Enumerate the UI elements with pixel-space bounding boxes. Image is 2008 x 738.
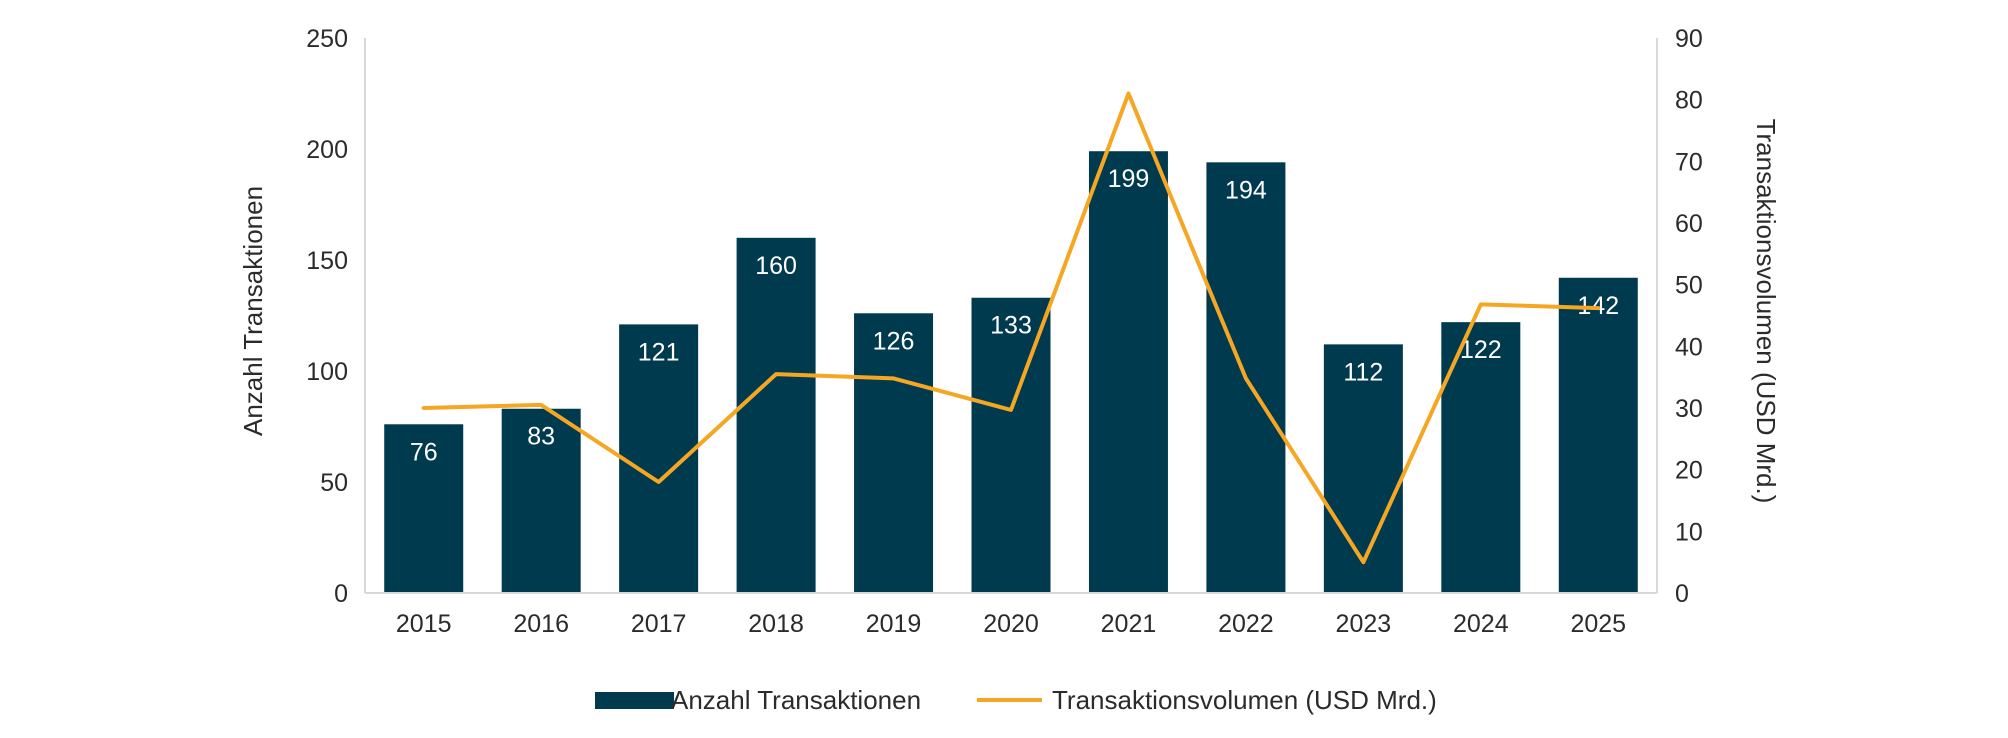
bar-label-2016: 83	[527, 423, 555, 451]
x-tick-label: 2025	[1570, 610, 1626, 638]
left-tick-label: 200	[306, 136, 348, 164]
bar-2015	[384, 424, 464, 593]
bar-label-2019: 126	[873, 327, 915, 355]
ticks-layer: 0 50 100 150 200 250 0 10 20 30 40 50 60 70 80 90 2015 20…	[306, 25, 1703, 638]
right-tick-label: 20	[1675, 457, 1703, 485]
right-tick-label: 50	[1675, 272, 1703, 300]
x-tick-label: 2022	[1218, 610, 1274, 638]
bar-label-2018: 160	[755, 252, 797, 280]
bar-2020	[971, 297, 1051, 593]
right-tick-label: 0	[1675, 580, 1689, 608]
x-tick-label: 2016	[513, 610, 569, 638]
bar-label-2024: 122	[1460, 336, 1502, 364]
right-tick-label: 10	[1675, 518, 1703, 546]
bar-label-2022: 194	[1225, 176, 1267, 204]
x-tick-label: 2021	[1101, 610, 1157, 638]
bar-2024	[1441, 322, 1521, 593]
axes-layer	[364, 38, 1658, 594]
bar-2023	[1323, 344, 1403, 593]
x-tick-label: 2023	[1336, 610, 1392, 638]
bar-label-2017: 121	[638, 338, 680, 366]
bar-2019	[854, 313, 934, 593]
x-tick-label: 2024	[1453, 610, 1509, 638]
line-layer	[421, 91, 1601, 565]
bar-2021	[1088, 151, 1168, 593]
right-tick-label: 90	[1675, 25, 1703, 53]
bar-label-2021: 199	[1108, 165, 1150, 193]
left-tick-label: 0	[334, 580, 348, 608]
left-tick-label: 250	[306, 25, 348, 53]
bar-label-2015: 76	[410, 438, 438, 466]
left-tick-label: 150	[306, 247, 348, 275]
legend-label-line: Transaktionsvolumen (USD Mrd.)	[1052, 685, 1437, 715]
left-tick-label: 50	[320, 469, 348, 497]
right-tick-label: 40	[1675, 333, 1703, 361]
bar-label-2020: 133	[990, 312, 1032, 340]
x-tick-label: 2019	[866, 610, 922, 638]
legend: Anzahl Transaktionen Transaktionsvolumen…	[595, 685, 1437, 715]
right-tick-label: 70	[1675, 148, 1703, 176]
legend-label-bars: Anzahl Transaktionen	[671, 685, 921, 715]
left-tick-label: 100	[306, 358, 348, 386]
bar-2016	[501, 408, 581, 593]
legend-bar-swatch	[595, 692, 674, 709]
right-tick-label: 60	[1675, 210, 1703, 238]
bar-2018	[736, 237, 816, 594]
x-tick-label: 2018	[748, 610, 804, 638]
x-tick-label: 2015	[396, 610, 452, 638]
bar-2025	[1558, 277, 1638, 593]
x-tick-label: 2020	[983, 610, 1039, 638]
left-axis-title: Anzahl Transaktionen	[238, 186, 268, 436]
x-tick-label: 2017	[631, 610, 687, 638]
right-tick-label: 30	[1675, 395, 1703, 423]
right-tick-label: 80	[1675, 87, 1703, 115]
right-axis-title: Transaktionsvolumen (USD Mrd.)	[1751, 119, 1781, 504]
bar-label-2023: 112	[1343, 358, 1383, 386]
